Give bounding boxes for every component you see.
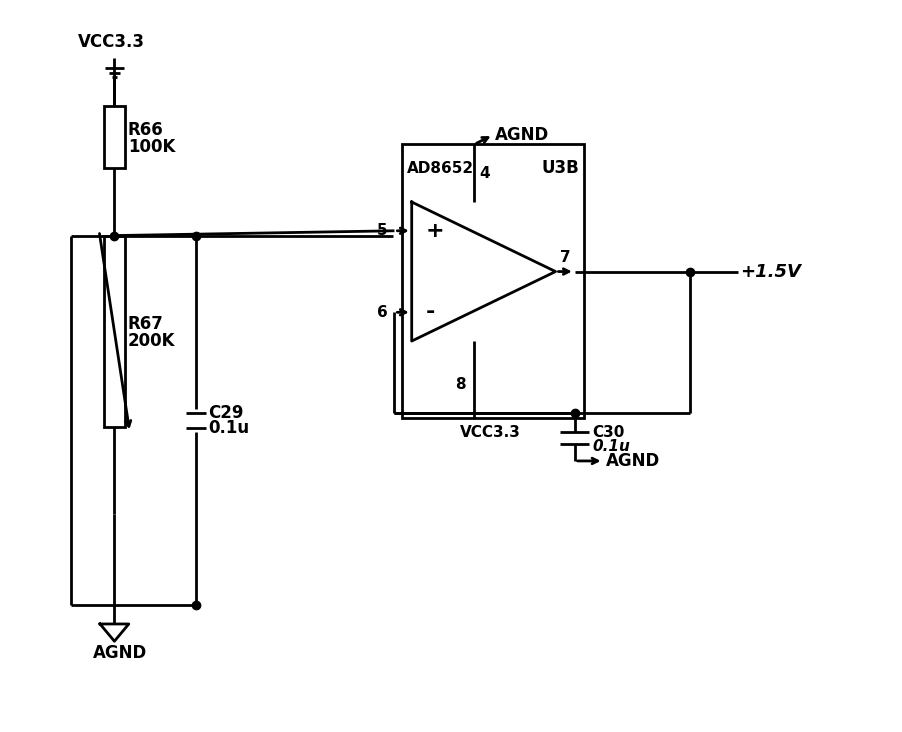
Text: 0.1u: 0.1u — [208, 419, 249, 437]
Bar — [104, 236, 124, 427]
Text: C30: C30 — [592, 425, 623, 440]
Text: 6: 6 — [376, 305, 387, 320]
Text: AGND: AGND — [604, 452, 659, 470]
Bar — [401, 144, 584, 418]
Text: C29: C29 — [208, 403, 244, 422]
Text: AD8652: AD8652 — [407, 161, 474, 176]
Bar — [104, 106, 124, 168]
Text: 8: 8 — [455, 377, 465, 392]
Text: -: - — [426, 302, 435, 322]
Text: VCC3.3: VCC3.3 — [459, 425, 520, 440]
Text: 7: 7 — [560, 250, 570, 265]
Text: 5: 5 — [377, 223, 387, 239]
Text: +1.5V: +1.5V — [739, 263, 800, 280]
Text: VCC3.3: VCC3.3 — [78, 33, 145, 51]
Text: R66: R66 — [128, 121, 163, 138]
Text: AGND: AGND — [494, 126, 548, 144]
Text: +: + — [426, 221, 444, 241]
Text: 4: 4 — [478, 165, 489, 181]
Text: AGND: AGND — [93, 643, 147, 662]
Text: 0.1u: 0.1u — [592, 439, 630, 454]
Text: R67: R67 — [128, 315, 163, 333]
Text: U3B: U3B — [540, 160, 578, 177]
Text: 200K: 200K — [128, 332, 175, 350]
Text: 100K: 100K — [128, 138, 175, 156]
